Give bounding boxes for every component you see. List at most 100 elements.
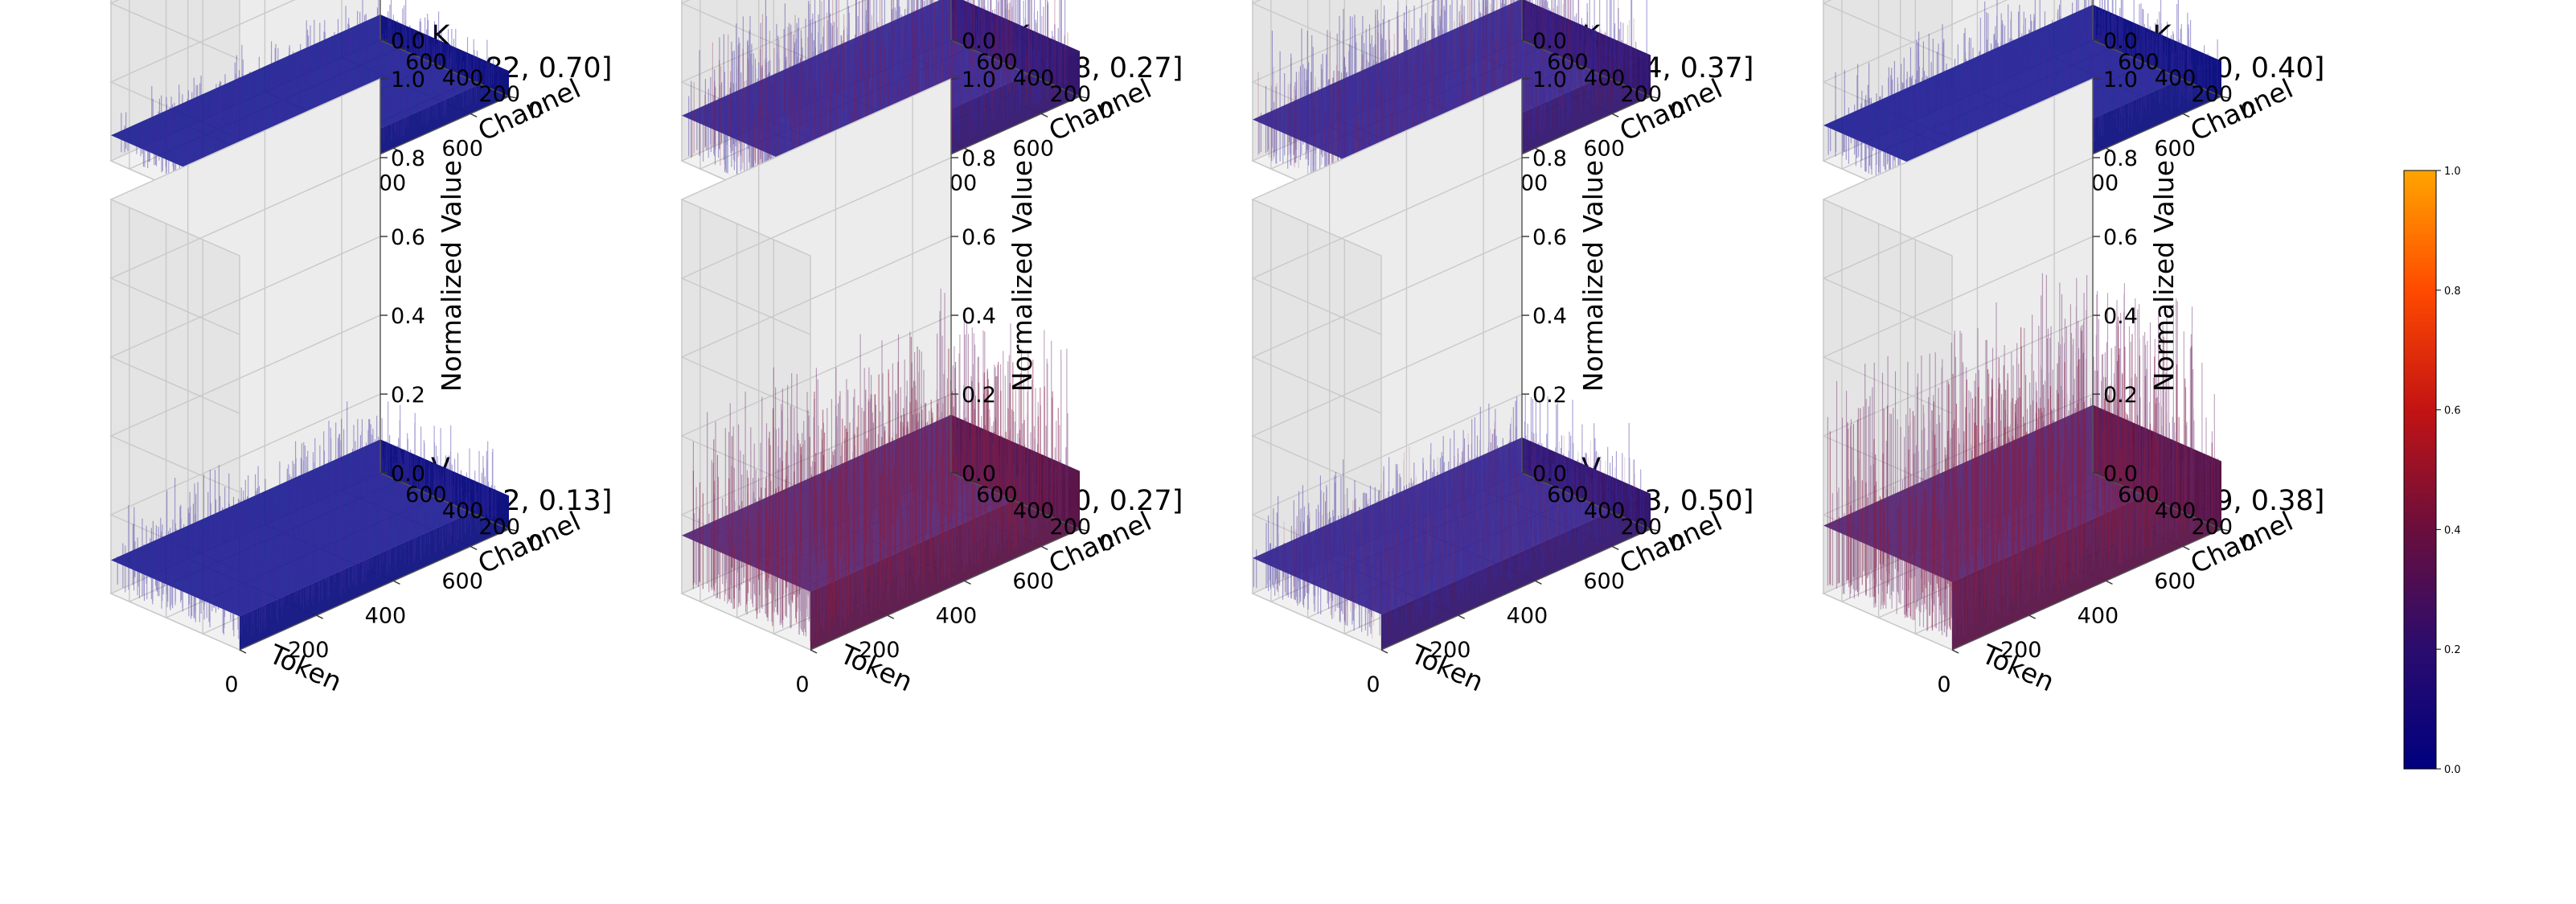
- x-tick: [810, 649, 818, 654]
- x-tick-label: 400: [1507, 603, 1548, 628]
- x-tick: [470, 545, 478, 551]
- x-tick: [2182, 113, 2190, 118]
- z-tick-label: 0.0: [962, 29, 996, 54]
- colorbar-tick-label: 0.2: [2444, 644, 2461, 656]
- y-axis-line: [379, 39, 510, 97]
- z-tick-label: 0.0: [2103, 462, 2138, 487]
- z-tick-label: 0.0: [962, 462, 996, 487]
- y-tick: [508, 96, 518, 99]
- surface-spikes: [1253, 394, 1644, 639]
- y-tick-label: 600: [2118, 50, 2160, 75]
- surface-front: [810, 470, 1080, 650]
- y-tick: [1079, 96, 1089, 99]
- y-tick-label: 0: [529, 531, 543, 556]
- y-axis-line: [2092, 39, 2222, 97]
- y-tick: [2147, 496, 2156, 499]
- y-tick: [1540, 47, 1548, 51]
- subplot-layer-11-v: Layer 11 - VNorm: 60.41, Range: [-0.30, …: [680, 68, 1183, 697]
- y-tick: [1614, 512, 1622, 516]
- subplot-grid: Layer 0 - KNorm: 60.72, Range: [-0.82, 0…: [109, 0, 2324, 697]
- x-tick-label: 0: [795, 672, 809, 697]
- surface-warm-spikes: [692, 336, 1059, 639]
- x-tick: [2106, 147, 2113, 152]
- x-axis-line: [810, 528, 1081, 651]
- y-tick: [398, 47, 407, 51]
- y-tick-label: 200: [1050, 515, 1092, 540]
- y-tick-label: 200: [1050, 82, 1092, 107]
- y-tick-label: 0: [1100, 98, 1114, 123]
- x-tick-label: 600: [441, 569, 483, 594]
- x-tick: [1040, 113, 1048, 118]
- colorbar-tick-label: 0.4: [2444, 524, 2461, 536]
- y-tick-label: 400: [1013, 66, 1055, 91]
- y-axis-line: [950, 472, 1081, 530]
- x-tick: [887, 614, 895, 619]
- x-tick-label: 0: [1366, 672, 1380, 697]
- surface-side: [380, 439, 509, 529]
- z-tick-label: 1.0: [1532, 68, 1567, 92]
- x-tick-label: 600: [441, 136, 483, 161]
- surface-front: [240, 495, 509, 650]
- y-tick-label: 0: [2242, 98, 2255, 123]
- y-axis-line: [379, 472, 510, 530]
- surface-side: [951, 0, 1080, 97]
- x-tick-label: 600: [1012, 569, 1054, 594]
- x-tick: [393, 147, 400, 152]
- surface-side: [1522, 0, 1651, 97]
- y-tick: [508, 528, 518, 532]
- z-axis-label: Normalized Value: [2148, 160, 2180, 392]
- y-tick-label: 400: [1013, 499, 1055, 524]
- y-tick: [2110, 47, 2119, 51]
- z-tick-label: 0.6: [391, 225, 425, 250]
- y-tick: [2221, 96, 2230, 99]
- z-tick-label: 0.4: [962, 304, 996, 329]
- y-tick-label: 200: [479, 515, 521, 540]
- surface-warm-spikes: [1829, 316, 2213, 631]
- y-tick: [969, 480, 978, 483]
- x-gridline: [110, 199, 240, 651]
- x-tick-label: 400: [2078, 603, 2119, 628]
- z-tick-label: 0.8: [391, 146, 425, 171]
- z-tick-label: 1.0: [2103, 68, 2138, 92]
- x-tick-label: 600: [2154, 569, 2196, 594]
- y-axis-line: [950, 39, 1081, 97]
- y-tick: [2184, 80, 2193, 83]
- y-tick: [435, 64, 444, 67]
- x-gridline: [1252, 199, 1382, 651]
- x-tick-label: 600: [1583, 569, 1625, 594]
- y-tick-label: 200: [2192, 515, 2233, 540]
- y-tick: [1650, 96, 1659, 99]
- y-tick: [969, 47, 978, 51]
- z-tick-label: 0.0: [391, 462, 425, 487]
- z-tick-label: 1.0: [962, 68, 996, 92]
- z-axis-label: Normalized Value: [1007, 160, 1038, 392]
- x-tick-label: 0: [224, 672, 238, 697]
- y-tick-label: 200: [479, 82, 521, 107]
- colorbar-tick-label: 0.8: [2444, 286, 2461, 298]
- y-axis-line: [2092, 472, 2222, 530]
- surface-warm-spikes: [1278, 417, 1637, 639]
- x-tick: [1380, 649, 1388, 654]
- z-tick-label: 0.8: [962, 146, 996, 171]
- x-axis-line: [1951, 528, 2222, 651]
- z-tick-label: 0.6: [2103, 225, 2138, 250]
- y-tick: [1043, 80, 1052, 83]
- y-tick-label: 400: [1584, 499, 1626, 524]
- z-tick-label: 0.6: [1532, 225, 1567, 250]
- z-tick-label: 0.2: [1532, 383, 1567, 408]
- surface-spikes: [117, 401, 497, 639]
- y-tick: [1614, 80, 1622, 83]
- x-tick: [2106, 580, 2113, 585]
- x-gridline: [681, 199, 811, 651]
- y-tick: [1650, 528, 1659, 532]
- z-tick-label: 0.0: [391, 29, 425, 54]
- y-tick: [398, 480, 407, 483]
- x-tick-label: 200: [1430, 638, 1471, 663]
- x-tick: [316, 614, 324, 619]
- x-tick: [1611, 113, 1619, 118]
- x-tick: [1040, 545, 1048, 551]
- x-tick-label: 0: [1937, 672, 1950, 697]
- surface-side: [2093, 4, 2221, 97]
- y-axis-line: [1521, 472, 1651, 530]
- y-tick-label: 200: [1621, 82, 1663, 107]
